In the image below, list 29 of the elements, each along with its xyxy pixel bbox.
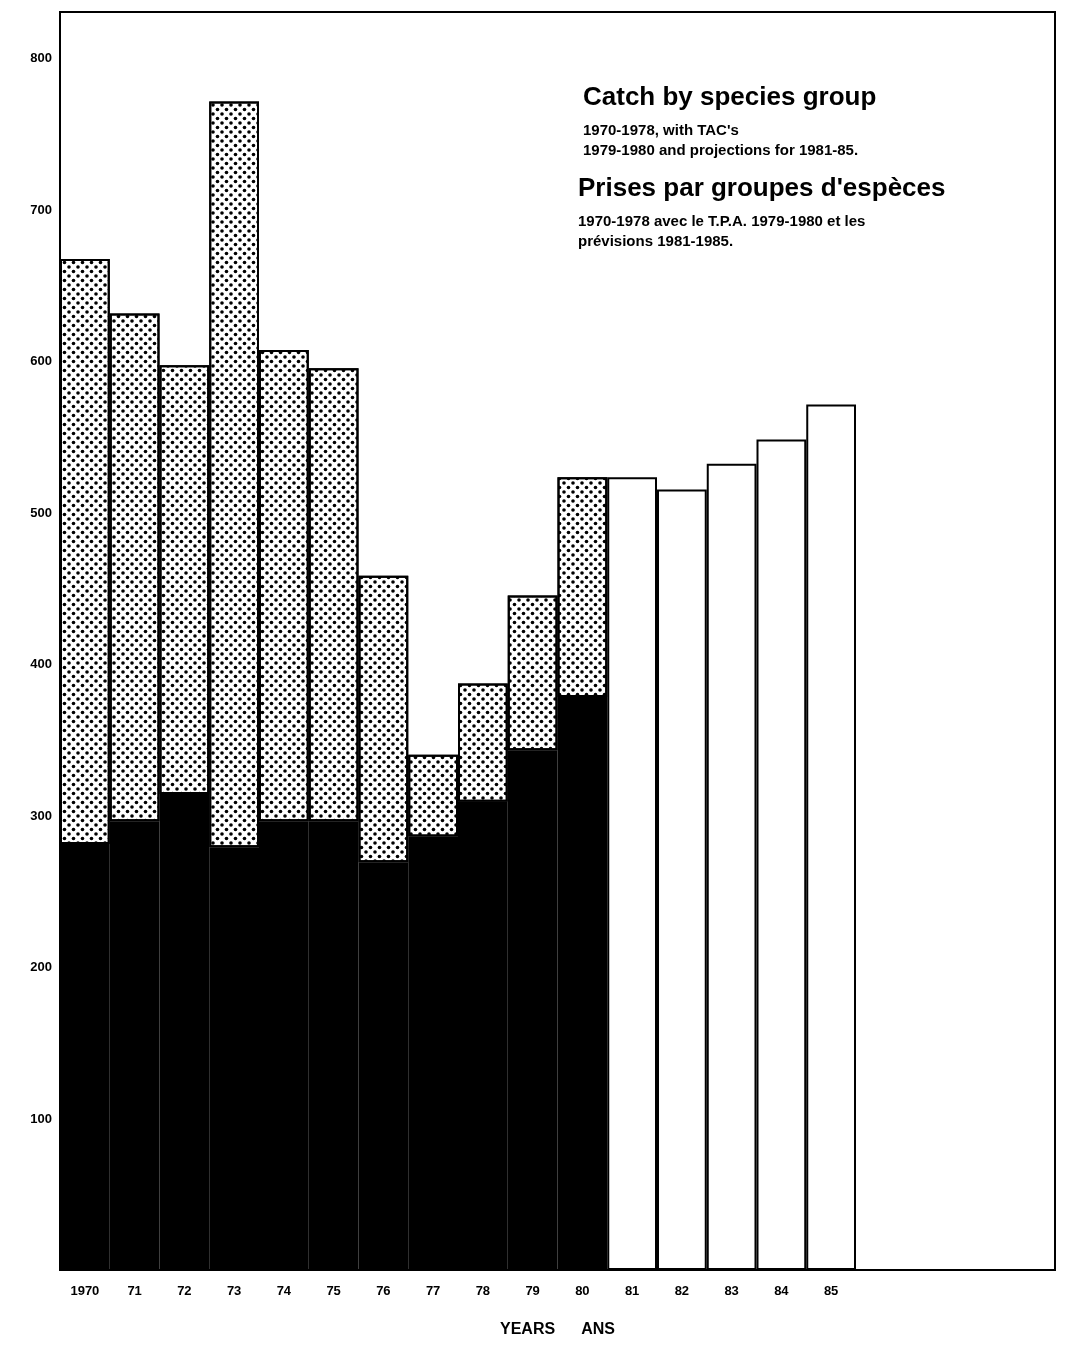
x-tick-label: 85 bbox=[823, 1283, 839, 1298]
y-tick-label: 100 bbox=[30, 1110, 52, 1126]
x-tick-label: 74 bbox=[276, 1283, 292, 1298]
x-tick-label: 71 bbox=[127, 1283, 142, 1298]
x-tick-label: 83 bbox=[724, 1283, 739, 1298]
x-tick-label: 1970 bbox=[70, 1283, 100, 1298]
x-tick-label: 76 bbox=[376, 1283, 391, 1298]
x-tick-label: 84 bbox=[774, 1283, 790, 1298]
y-tick-label: 200 bbox=[30, 959, 52, 975]
x-tick-label: 77 bbox=[425, 1283, 441, 1298]
annotation: 1970-1978 avec le T.P.A. 1979-1980 et les prévisions 1981-1985. bbox=[578, 211, 866, 249]
x-tick-label: 73 bbox=[226, 1283, 242, 1298]
y-tick-label: 700 bbox=[30, 201, 52, 217]
annotation: Prises par groupes d'espèces bbox=[578, 172, 946, 202]
x-axis-title: YEARS ANS bbox=[500, 1319, 616, 1337]
y-tick-label: 500 bbox=[30, 504, 52, 520]
x-tick-label: 79 bbox=[525, 1283, 540, 1298]
x-tick-label: 72 bbox=[177, 1283, 192, 1298]
y-tick-label: 400 bbox=[30, 656, 52, 672]
x-tick-label: 80 bbox=[575, 1283, 590, 1298]
y-tick-label: 800 bbox=[30, 49, 52, 65]
x-tick-label: 81 bbox=[624, 1283, 640, 1298]
x-tick-label: 82 bbox=[674, 1283, 690, 1298]
y-tick-label: 300 bbox=[30, 807, 52, 823]
x-tick-label: 78 bbox=[475, 1283, 491, 1298]
text: Catch by species group bbox=[583, 81, 877, 111]
text: 1970-1978, with TAC's 1979-1980 and projections for 1981-85. bbox=[583, 120, 859, 158]
x-tick-label: 75 bbox=[326, 1283, 341, 1298]
y-tick-label: 600 bbox=[30, 353, 52, 369]
